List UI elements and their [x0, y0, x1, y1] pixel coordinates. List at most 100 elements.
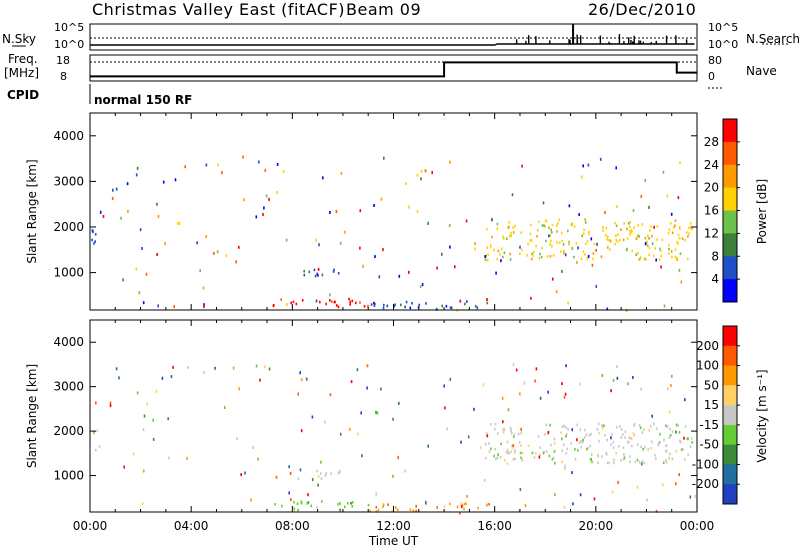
scatter-cell [568, 204, 571, 208]
panel-power [91, 155, 694, 312]
scatter-cell [519, 252, 521, 256]
scatter-cell [466, 300, 468, 303]
scatter-cell [575, 242, 578, 245]
scatter-cell [651, 414, 653, 418]
scatter-cell [619, 425, 621, 428]
scatter-cell [118, 376, 120, 380]
scatter-cell [335, 210, 338, 213]
scatter-cell [561, 382, 563, 386]
scatter-cell [632, 432, 635, 435]
scatter-cell [316, 272, 318, 276]
scatter-cell [386, 304, 389, 308]
scatter-cell [359, 246, 361, 250]
scatter-cell [263, 206, 265, 210]
colorbar-segment [723, 210, 737, 234]
scatter-cell [596, 428, 599, 431]
scatter-cell [607, 235, 609, 239]
noise-tick-right-bottom: 10^0 [708, 38, 738, 51]
scatter-cell [494, 447, 496, 451]
scatter-cell [487, 253, 489, 256]
scatter-cell [676, 256, 678, 260]
scatter-cell [655, 509, 658, 513]
scatter-cell [534, 379, 536, 383]
scatter-cell [255, 364, 258, 368]
scatter-cell [408, 205, 410, 209]
scatter-cell [143, 414, 146, 418]
scatter-cell [507, 408, 510, 412]
scatter-cell [602, 229, 604, 232]
scatter-cell [243, 198, 245, 202]
scatter-cell [583, 253, 586, 256]
scatter-cell [288, 491, 290, 495]
scatter-cell [623, 222, 625, 225]
scatter-cell [664, 459, 667, 462]
scatter-cell [300, 501, 303, 505]
scatter-cell [380, 197, 383, 201]
noise-tick-right-top: 10^5 [708, 21, 738, 34]
scatter-cell [550, 228, 552, 232]
scatter-cell [370, 303, 373, 306]
scatter-cell [143, 469, 145, 473]
freq-label: Freq. [8, 52, 38, 66]
scatter-cell [678, 268, 681, 272]
scatter-cell [651, 242, 654, 246]
scatter-cell [655, 427, 658, 430]
scatter-cell [649, 229, 651, 232]
scatter-cell [496, 222, 499, 226]
scatter-cell [275, 475, 278, 479]
scatter-cell [514, 224, 516, 228]
scatter-cell [436, 506, 438, 509]
scatter-cell [350, 502, 352, 505]
scatter-cell [636, 443, 639, 446]
scatter-cell [577, 246, 579, 250]
colorbar-segment [723, 256, 737, 280]
scatter-cell [337, 471, 340, 474]
scatter-cell [530, 296, 532, 300]
scatter-cell [92, 230, 94, 234]
scatter-cell [513, 451, 516, 454]
scatter-cell [325, 471, 327, 475]
scatter-cell [567, 427, 569, 431]
scatter-cell [141, 247, 143, 250]
scatter-cell [602, 424, 604, 428]
scatter-cell [563, 424, 565, 428]
scatter-cell [486, 434, 489, 438]
scatter-cell [359, 209, 362, 213]
scatter-cell [675, 449, 678, 453]
scatter-cell [620, 228, 622, 231]
scatter-cell [670, 250, 673, 253]
scatter-cell [576, 260, 578, 264]
scatter-cell [631, 444, 633, 448]
scatter-cell [643, 461, 646, 465]
scatter-cell [508, 452, 510, 455]
scatter-cell [658, 441, 661, 444]
scatter-cell [297, 392, 299, 396]
scatter-cell [115, 367, 118, 371]
scatter-cell [474, 247, 476, 251]
colorbar-tick-label: -100 [692, 457, 719, 471]
date-title: 26/Dec/2010 [588, 0, 697, 19]
scatter-cell [325, 302, 327, 306]
colorbar-label: Velocity [m s⁻¹] [755, 369, 769, 462]
scatter-cell [512, 444, 515, 448]
scatter-cell [337, 503, 339, 506]
colorbar-tick-label: 4 [711, 272, 719, 286]
scatter-cell [109, 401, 112, 405]
scatter-cell [519, 488, 522, 491]
scatter-cell [493, 248, 495, 252]
scatter-cell [421, 283, 424, 287]
scatter-cell [490, 423, 492, 426]
scatter-cell [456, 505, 459, 509]
scatter-cell [662, 461, 665, 465]
scatter-cell [415, 504, 417, 508]
scatter-cell [657, 443, 660, 446]
scatter-cell [648, 205, 650, 209]
scatter-cell [683, 436, 685, 440]
scatter-cell [509, 258, 512, 261]
scatter-cell [645, 258, 647, 261]
scatter-cell [668, 456, 670, 460]
scatter-cell [135, 267, 138, 271]
scatter-cell [375, 410, 377, 414]
scatter-cell [576, 423, 579, 427]
scatter-cell [448, 224, 451, 227]
